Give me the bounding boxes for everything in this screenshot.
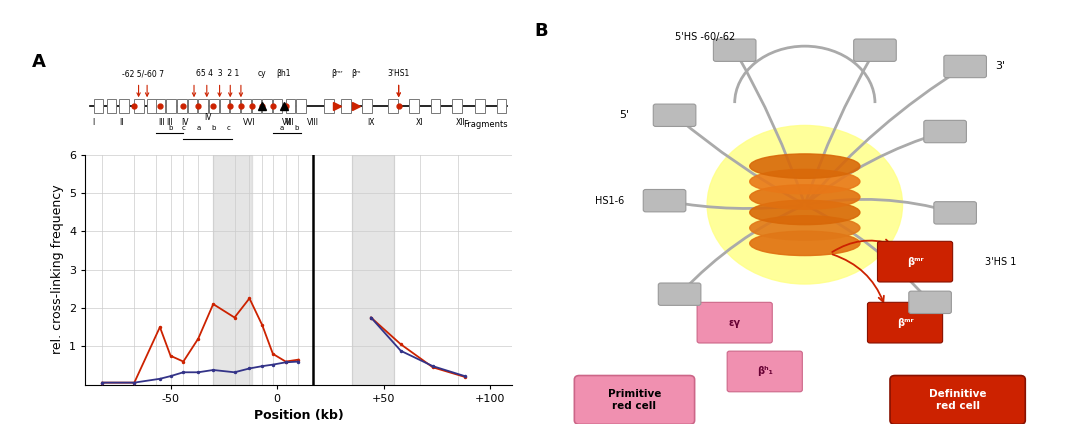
Text: VVI: VVI xyxy=(243,118,256,127)
Ellipse shape xyxy=(749,216,860,240)
Text: 3': 3' xyxy=(996,61,1005,72)
Bar xyxy=(213,155,252,385)
FancyBboxPatch shape xyxy=(854,39,897,61)
Ellipse shape xyxy=(749,154,860,178)
Bar xyxy=(188,99,197,113)
Ellipse shape xyxy=(749,169,860,194)
Text: VIII: VIII xyxy=(307,118,320,127)
Bar xyxy=(341,99,351,113)
FancyBboxPatch shape xyxy=(727,351,803,392)
Circle shape xyxy=(707,126,903,284)
Bar xyxy=(107,99,116,113)
FancyBboxPatch shape xyxy=(575,376,695,424)
Text: B: B xyxy=(534,22,548,40)
Bar xyxy=(409,99,419,113)
Text: III: III xyxy=(166,118,173,127)
FancyBboxPatch shape xyxy=(713,39,756,61)
Text: II: II xyxy=(119,118,124,127)
Text: IX: IX xyxy=(367,118,375,127)
Bar xyxy=(134,99,144,113)
FancyBboxPatch shape xyxy=(659,283,700,305)
FancyBboxPatch shape xyxy=(877,241,953,282)
Bar xyxy=(119,99,129,113)
Ellipse shape xyxy=(749,231,860,255)
Text: a: a xyxy=(196,125,200,131)
Bar xyxy=(156,99,165,113)
Text: IV: IV xyxy=(181,118,190,127)
Bar xyxy=(296,99,306,113)
Text: XII: XII xyxy=(455,118,466,127)
Text: 5'HS -60/-62: 5'HS -60/-62 xyxy=(675,32,734,42)
Ellipse shape xyxy=(749,185,860,209)
Bar xyxy=(452,99,462,113)
Ellipse shape xyxy=(749,200,860,225)
Bar xyxy=(262,99,272,113)
Text: 3'HS 1: 3'HS 1 xyxy=(985,257,1016,267)
Text: VII: VII xyxy=(281,118,292,127)
FancyBboxPatch shape xyxy=(943,55,986,78)
Bar xyxy=(431,99,440,113)
FancyBboxPatch shape xyxy=(643,190,685,212)
Text: 5': 5' xyxy=(619,110,630,120)
Text: -62 5/-60 7: -62 5/-60 7 xyxy=(122,69,164,78)
Text: III: III xyxy=(159,118,165,127)
Bar xyxy=(286,99,295,113)
X-axis label: Position (kb): Position (kb) xyxy=(254,409,343,422)
FancyBboxPatch shape xyxy=(909,291,951,313)
Text: εγ: εγ xyxy=(729,318,741,328)
Text: b: b xyxy=(168,125,173,131)
Bar xyxy=(324,99,334,113)
Text: IV: IV xyxy=(204,113,212,122)
Text: A: A xyxy=(32,53,46,71)
Text: I: I xyxy=(93,118,95,127)
Bar xyxy=(94,99,103,113)
Text: c: c xyxy=(226,125,230,131)
Text: Fragments: Fragments xyxy=(463,120,507,129)
Bar xyxy=(388,99,398,113)
Text: βᵐʳ: βᵐʳ xyxy=(907,257,923,267)
Bar xyxy=(230,99,240,113)
Y-axis label: rel. cross-linking frequency: rel. cross-linking frequency xyxy=(50,185,64,354)
Bar xyxy=(273,99,282,113)
Text: Definitive
red cell: Definitive red cell xyxy=(928,389,986,411)
FancyBboxPatch shape xyxy=(653,104,696,126)
Text: VII: VII xyxy=(285,118,295,127)
Bar xyxy=(497,99,506,113)
Text: 65 4  3  2 1: 65 4 3 2 1 xyxy=(196,69,239,78)
Bar xyxy=(198,99,208,113)
Text: HS1-6: HS1-6 xyxy=(595,196,624,206)
FancyBboxPatch shape xyxy=(924,120,967,143)
Text: βᵐʳ: βᵐʳ xyxy=(332,69,342,78)
FancyBboxPatch shape xyxy=(890,376,1025,424)
Text: βᵐ: βᵐ xyxy=(352,69,360,78)
Text: b: b xyxy=(294,125,298,131)
Text: βʰ₁: βʰ₁ xyxy=(757,366,773,377)
Text: b: b xyxy=(211,125,215,131)
Text: cy: cy xyxy=(258,69,266,78)
Text: 3'HS1: 3'HS1 xyxy=(388,69,409,78)
Bar xyxy=(241,99,251,113)
FancyBboxPatch shape xyxy=(697,302,772,343)
Bar xyxy=(352,155,394,385)
Text: XI: XI xyxy=(416,118,424,127)
Bar xyxy=(147,99,157,113)
Text: c: c xyxy=(181,125,185,131)
Bar xyxy=(177,99,187,113)
FancyBboxPatch shape xyxy=(934,202,976,224)
Text: βᵐʳ: βᵐʳ xyxy=(897,318,914,328)
Text: βh1: βh1 xyxy=(276,69,291,78)
Text: a: a xyxy=(279,125,284,131)
Text: Primitive
red cell: Primitive red cell xyxy=(608,389,661,411)
Bar xyxy=(166,99,176,113)
Bar xyxy=(220,99,229,113)
FancyBboxPatch shape xyxy=(868,302,942,343)
Bar xyxy=(475,99,485,113)
Bar xyxy=(362,99,372,113)
Bar xyxy=(209,99,219,113)
Bar xyxy=(252,99,261,113)
